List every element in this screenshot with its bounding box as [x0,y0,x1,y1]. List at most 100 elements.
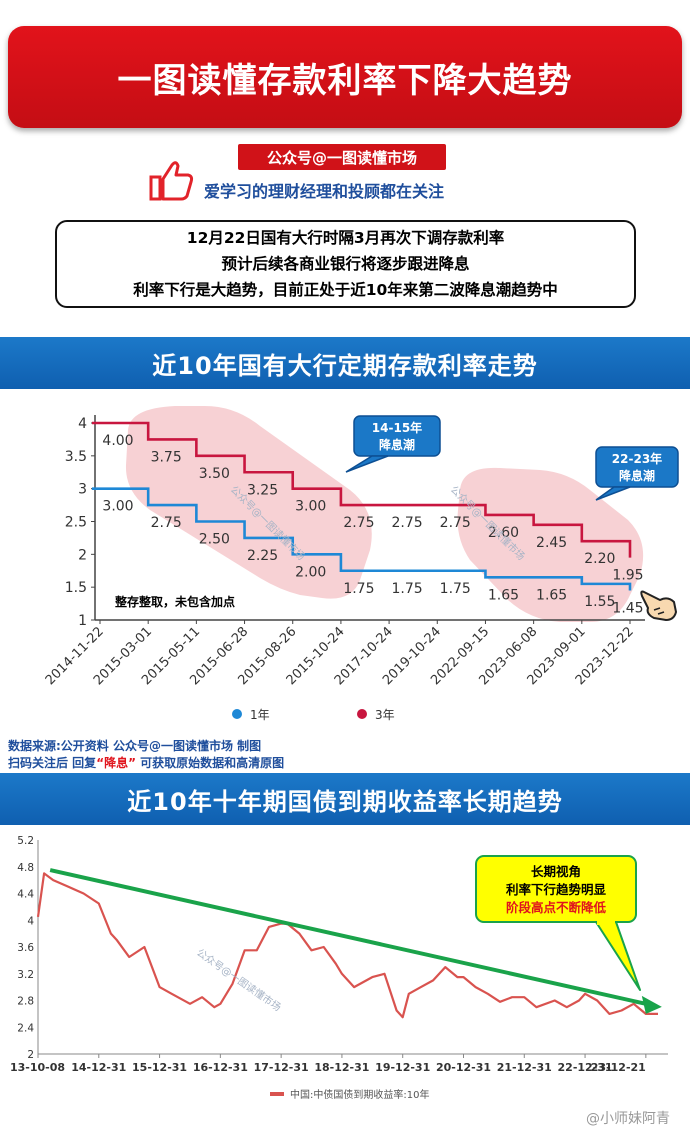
legend-label-3y: 3年 [375,708,395,722]
bond-yield-line [36,872,658,1019]
data-label-1y: 1.75 [440,581,471,597]
chart2-x-tick-label: 20-12-31 [436,1061,491,1074]
callout-2022-2023: 22-23年 降息潮 [595,446,679,501]
page-title: 一图读懂存款利率下降大趋势 [117,60,573,101]
chart1-y-tick-label: 2 [78,547,87,563]
chart2-watermark: 公众号@一图读懂市场 [194,946,283,1014]
chart1-y-tick-label: 2.5 [65,515,87,531]
chart2-y-tick-label: 2.4 [17,1022,34,1034]
source-line-2: 扫码关注后 回复“降息” 可获取原始数据和高清原图 [8,755,284,772]
source-line-1: 数据来源:公开资料 公众号@一图读懂市场 制图 [8,739,262,753]
chart2-x-tick-label: 18-12-31 [314,1061,369,1074]
chart2-x-tick-label: 21-12-31 [497,1061,552,1074]
chart1-y-tick-label: 1 [78,613,87,629]
chart2-x-tick-label: 16-12-31 [193,1061,248,1074]
data-label-1y: 1.45 [612,600,643,616]
section-title-bond-yield: 近10年十年期国债到期收益率长期趋势 [127,787,563,816]
data-label-3y: 2.75 [440,515,471,531]
notice-box: 12月22日国有大行时隔3月再次下调存款利率 预计后续各商业银行将逐步跟进降息 … [55,220,636,308]
chart2-x-tick-label: 23-12-21 [591,1061,646,1074]
chart2-x-tick-label: 17-12-31 [254,1061,309,1074]
data-label-1y: 3.00 [102,499,133,515]
series-line-1y [92,487,632,591]
legend-swatch-3y [357,709,367,719]
weibo-watermark: @小师妹阿青 [586,1111,670,1127]
callout-2014-2015-line2: 降息潮 [379,437,415,452]
callout-2014-2015: 14-15年 降息潮 [345,415,441,473]
chart1-legend: 1年 3年 [232,708,395,722]
section-title-deposit-rates: 近10年国有大行定期存款利率走势 [152,351,538,380]
source-keyword: “降息” [96,756,136,770]
data-label-1y: 1.75 [392,581,423,597]
pointing-hand-icon [640,590,677,621]
data-label-1y: 1.65 [536,587,567,603]
data-label-3y: 3.25 [247,482,278,498]
thumbs-up-icon [149,161,194,201]
data-label-1y: 1.55 [584,594,615,610]
chart2-x-tick-label: 13-10-08 [10,1061,65,1074]
chart2-y-tick-label: 3.2 [17,969,34,981]
callout-2014-2015-line1: 14-15年 [372,420,422,435]
chart2-y-tick-label: 4 [27,915,34,927]
chart2-x-tick-label: 19-12-31 [375,1061,430,1074]
source-line-2-suffix: 可获取原始数据和高清原图 [135,756,285,770]
downtrend-line [49,868,647,1006]
legend-swatch-1y [232,709,242,719]
data-label-3y: 2.75 [343,515,374,531]
bond-callout-line1: 长期视角 [531,864,581,879]
bond-callout: 长期视角 利率下行趋势明显 阶段高点不断降低 [475,855,641,991]
chart1-y-tick-label: 3.5 [65,449,87,465]
chart2-y-tick-label: 4.8 [17,862,34,874]
chart2-y-tick-label: 3.6 [17,942,34,954]
data-label-3y: 2.60 [488,525,519,541]
chart1-y-tick-label: 1.5 [65,580,87,596]
chart2-x-tick-label: 14-12-31 [71,1061,126,1074]
section-bar-deposit-rates: 近10年国有大行定期存款利率走势 [0,337,690,389]
data-label-3y: 3.50 [199,466,230,482]
data-label-3y: 3.00 [295,499,326,515]
data-label-1y: 1.65 [488,587,519,603]
chart1-y-tick-label: 3 [78,482,87,498]
legend-swatch-bond [270,1092,284,1096]
series-line-3y [92,421,632,558]
data-label-1y: 2.00 [295,564,326,580]
data-label-3y: 2.45 [536,535,567,551]
callout-2022-2023-line2: 降息潮 [619,468,655,483]
section-bar-bond-yield: 近10年十年期国债到期收益率长期趋势 [0,773,690,825]
notice-line-2: 预计后续各商业银行将逐步跟进降息 [221,255,470,273]
notice-line-3: 利率下行是大趋势，目前正处于近10年来第二波降息潮趋势中 [133,281,558,299]
follow-text: 爱学习的理财经理和投顾都在关注 [204,182,445,201]
legend-label-bond: 中国:中债国债到期收益率:10年 [290,1088,429,1101]
data-label-1y: 2.75 [151,515,182,531]
chart2-x-tick-label: 22-12-31 [558,1061,613,1074]
bond-yield-chart: 2 2.4 2.8 3.2 3.6 4 4.4 4.8 5.2 13-10-08 14-12-31… [10,835,668,1101]
chart2-y-tick-label: 4.4 [17,889,34,901]
source-line-2-prefix: 扫码关注后 回复 [8,756,97,770]
deposit-rate-chart: 1 1.5 2 2.5 3 3.5 4 3.00 2.75 2.50 2.25 2.00 1.75 1.… [43,406,679,722]
downtrend-arrowhead [641,995,662,1014]
account-badge: 公众号@一图读懂市场 [238,144,446,170]
bond-callout-line3: 阶段高点不断降低 [506,900,607,915]
chart2-legend: 中国:中债国债到期收益率:10年 [270,1088,429,1101]
data-label-3y: 4.00 [102,433,133,449]
highlight-band-2014-2015 [125,406,372,599]
data-label-1y: 1.75 [343,581,374,597]
data-label-3y: 3.75 [151,449,182,465]
chart2-y-tick-label: 2 [27,1049,34,1061]
data-label-1y: 2.25 [247,548,278,564]
data-label-3y: 2.20 [584,551,615,567]
chart1-y-tick-label: 4 [78,416,87,432]
data-label-1y: 2.50 [199,532,230,548]
chart2-y-tick-label: 5.2 [17,835,34,847]
bond-callout-line2: 利率下行趋势明显 [506,882,607,897]
data-label-3y: 1.95 [612,568,643,584]
chart1-note: 整存整取，未包含加点 [114,594,235,609]
callout-2022-2023-line1: 22-23年 [612,451,662,466]
legend-label-1y: 1年 [250,708,270,722]
title-banner: 一图读懂存款利率下降大趋势 [8,26,682,128]
chart2-x-tick-label: 15-12-31 [132,1061,187,1074]
notice-line-1: 12月22日国有大行时隔3月再次下调存款利率 [186,229,505,247]
chart2-y-tick-label: 2.8 [17,996,34,1008]
data-label-3y: 2.75 [392,515,423,531]
source-lines: 数据来源:公开资料 公众号@一图读懂市场 制图 扫码关注后 回复“降息” 可获取… [8,738,284,772]
